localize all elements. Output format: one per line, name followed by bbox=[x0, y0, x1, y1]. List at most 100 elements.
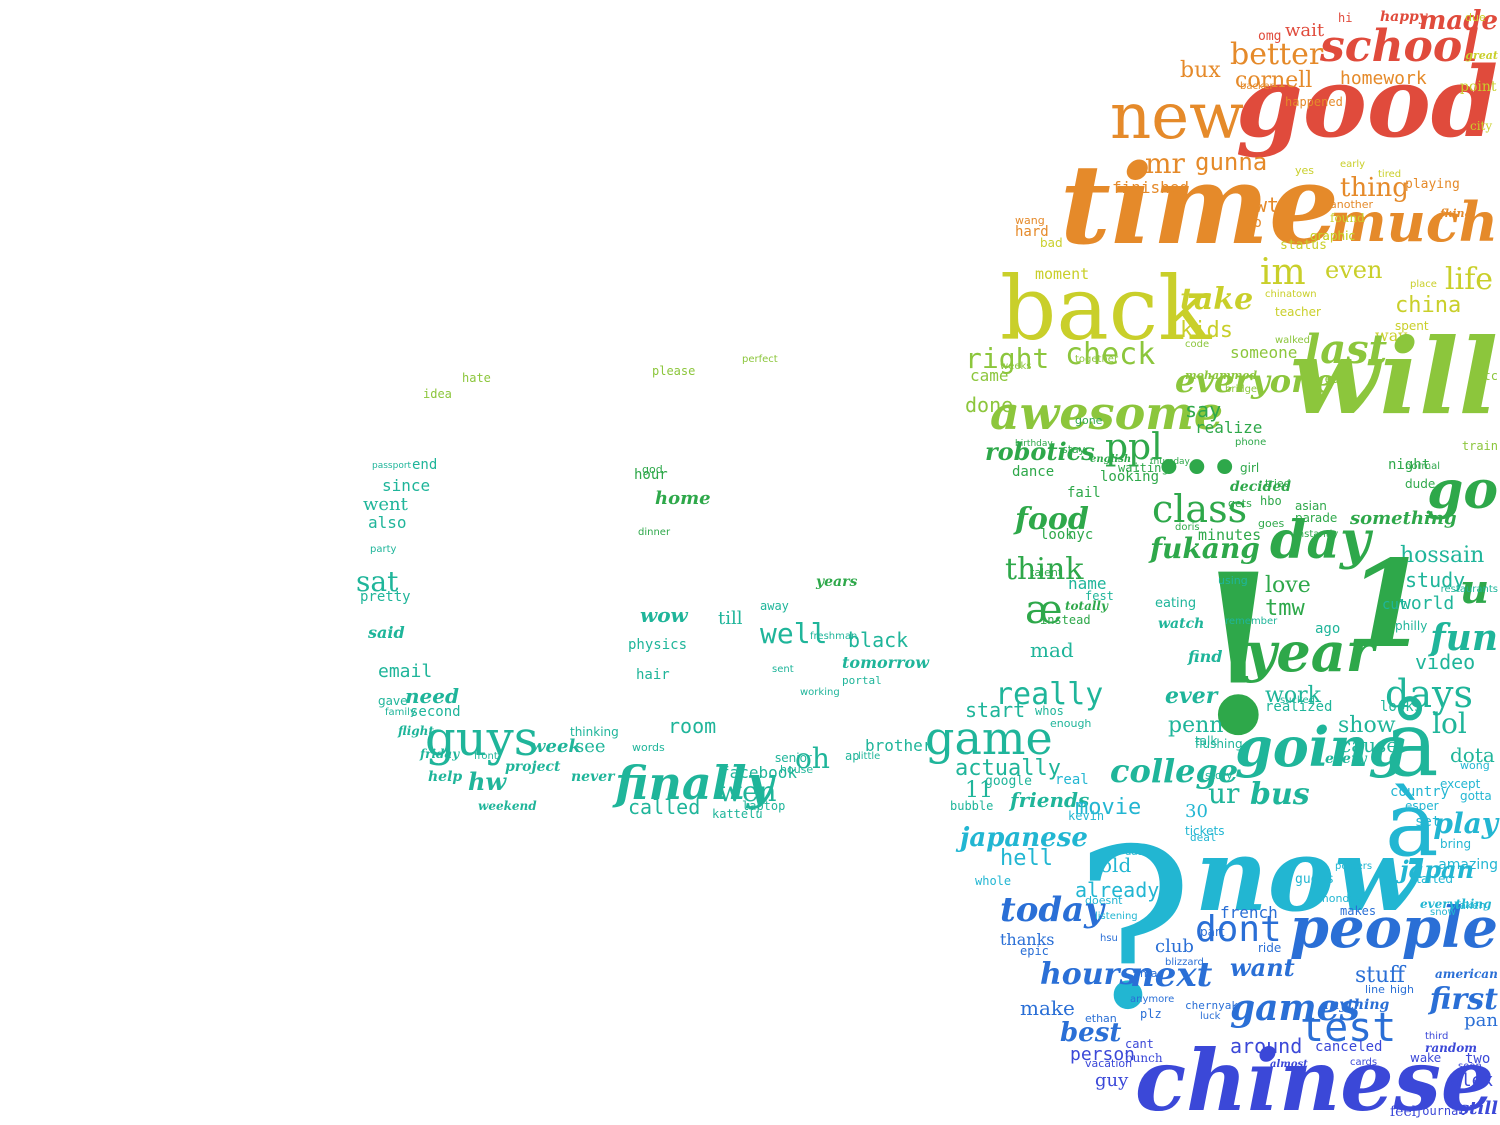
word-another: another bbox=[1330, 198, 1374, 211]
word-code: code bbox=[1185, 339, 1210, 350]
word-backer: backer bbox=[1240, 81, 1274, 92]
word-eleven: 11 bbox=[965, 778, 993, 803]
word-parade: parade bbox=[1295, 511, 1338, 525]
word-journal: journal bbox=[1415, 1104, 1466, 1118]
word-everyone: everyone bbox=[1175, 362, 1335, 400]
word-good: good bbox=[1235, 46, 1498, 159]
word-perfect: perfect bbox=[742, 354, 778, 365]
word-soon: soon bbox=[1458, 1061, 1482, 1072]
word-around: around bbox=[1230, 1034, 1303, 1058]
word-luck: luck bbox=[1200, 1011, 1221, 1022]
word-see: see bbox=[575, 736, 606, 757]
word-going: going bbox=[1235, 715, 1407, 779]
word-ppl: ppl bbox=[1105, 427, 1163, 468]
word-cause: cause bbox=[1340, 733, 1399, 757]
word-house: house bbox=[780, 763, 814, 776]
word-french: french bbox=[1220, 903, 1278, 922]
word-robotics: robotics bbox=[985, 437, 1095, 466]
word-say: say bbox=[1185, 398, 1222, 422]
word-well: well bbox=[760, 617, 828, 650]
word-awesome: awesome bbox=[990, 386, 1224, 440]
word-freshman: freshman bbox=[810, 631, 858, 642]
word-ride: ride bbox=[1258, 941, 1282, 955]
word-make: make bbox=[1020, 996, 1075, 1020]
word-cut: cut bbox=[1382, 597, 1408, 613]
word-show: show bbox=[1338, 713, 1396, 738]
word-talent: talent bbox=[1030, 566, 1063, 579]
word-cant: cant bbox=[1125, 1037, 1154, 1051]
word-girl: girl bbox=[1240, 461, 1260, 475]
word-phone: phone bbox=[1235, 437, 1267, 448]
word-friday: friday bbox=[420, 747, 460, 761]
word-a-ring: å bbox=[1385, 692, 1439, 797]
word-cards: cards bbox=[1350, 1057, 1378, 1068]
word-wen: wen bbox=[718, 775, 777, 808]
word-instead: instead bbox=[1040, 613, 1091, 627]
word-chinatown: chinatown bbox=[1265, 289, 1317, 300]
word-idea: idea bbox=[423, 387, 452, 401]
word-monday: monday bbox=[1318, 892, 1363, 905]
word-gunna: gunna bbox=[1195, 148, 1268, 176]
word-wtf: wtf bbox=[1255, 193, 1292, 217]
word-stay: stay bbox=[1062, 443, 1086, 456]
word-tickets: tickets bbox=[1185, 824, 1225, 838]
word-sent: sent bbox=[772, 664, 794, 675]
word-ethan: ethan bbox=[1085, 1012, 1117, 1025]
word-looks: looks bbox=[1380, 699, 1423, 715]
word-vacation: vacation bbox=[1085, 1057, 1133, 1070]
word-place: place bbox=[1410, 279, 1437, 290]
word-wang: wang bbox=[1015, 214, 1045, 227]
word-walked: walked bbox=[1275, 335, 1311, 346]
word-night: night bbox=[1388, 457, 1431, 473]
word-finished: finished bbox=[1112, 178, 1190, 197]
word-portal: portal bbox=[842, 674, 882, 687]
word-listening: listening bbox=[1095, 911, 1138, 922]
word-google: google bbox=[985, 774, 1032, 789]
word-except: except bbox=[1440, 777, 1481, 791]
word-hour: hour bbox=[634, 467, 668, 483]
word-japanese: japanese bbox=[960, 823, 1088, 853]
word-friends: friends bbox=[1010, 788, 1090, 812]
word-dota: dota bbox=[1450, 743, 1495, 767]
word-much: much bbox=[1329, 190, 1498, 254]
word-dude: dude bbox=[1405, 477, 1436, 491]
word-plz: plz bbox=[1140, 1007, 1162, 1021]
word-watch: watch bbox=[1158, 616, 1205, 632]
word-pretty: pretty bbox=[360, 589, 411, 605]
word-dance: dance bbox=[1012, 464, 1055, 480]
word-remember: remember bbox=[1225, 616, 1278, 627]
word-goes: goes bbox=[1258, 517, 1285, 530]
word-last: last bbox=[1305, 326, 1388, 373]
word-bad: bad bbox=[1040, 236, 1063, 250]
word-great: great bbox=[1465, 49, 1498, 62]
word-whos: whos bbox=[1035, 704, 1064, 718]
word-kevin: kevin bbox=[1068, 809, 1105, 823]
word-sucked: sucked bbox=[1280, 695, 1315, 706]
word-totally: totally bbox=[1065, 599, 1108, 613]
word-tmw: tmw bbox=[1265, 596, 1305, 621]
word-flight: flight bbox=[398, 724, 434, 738]
word-graphic: graphic bbox=[1310, 229, 1356, 243]
word-bring: bring bbox=[1440, 837, 1472, 851]
word-ever: ever bbox=[1165, 683, 1218, 709]
word-together: together bbox=[1075, 354, 1119, 365]
word-fun: fun bbox=[1430, 617, 1498, 659]
word-dont: dont bbox=[1195, 909, 1282, 950]
word-epic: epic bbox=[1020, 944, 1049, 958]
word-wake: wake bbox=[1410, 1051, 1442, 1065]
word-hw: hw bbox=[468, 767, 507, 796]
word-fking: fking bbox=[1440, 207, 1473, 220]
word-work: work bbox=[1265, 683, 1321, 708]
word-moment: moment bbox=[1035, 265, 1090, 283]
word-games: games bbox=[1230, 987, 1360, 1029]
word-old: old bbox=[1100, 853, 1132, 877]
word-point: point bbox=[1460, 79, 1497, 95]
word-days: days bbox=[1385, 672, 1473, 716]
word-anything: anything bbox=[1320, 997, 1390, 1013]
word-oh: oh bbox=[795, 742, 830, 775]
word-want: want bbox=[1230, 953, 1295, 982]
word-bus: bus bbox=[1250, 777, 1310, 812]
word-playing: playing bbox=[1405, 177, 1460, 192]
word-started: started bbox=[1410, 872, 1453, 886]
word-yo: yo bbox=[1245, 215, 1262, 231]
